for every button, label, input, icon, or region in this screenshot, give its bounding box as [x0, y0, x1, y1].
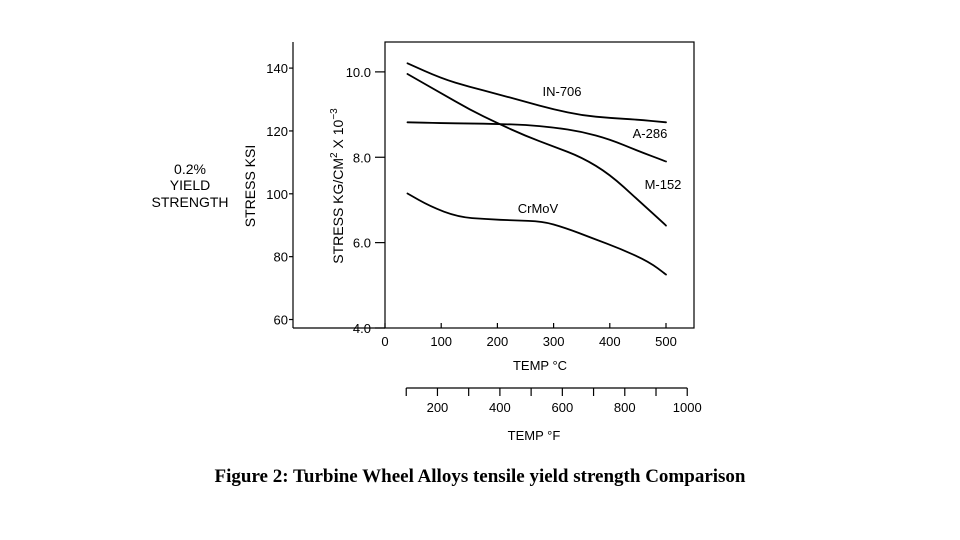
x-fahrenheit-tick-label: 600 — [551, 400, 573, 415]
x-celsius-tick-label: 500 — [655, 334, 677, 349]
x-axis-fahrenheit-label: TEMP °F — [508, 428, 561, 443]
x-fahrenheit-tick-label: 200 — [427, 400, 449, 415]
y-axis-kg-label: STRESS KG/CM2 X 10−3 — [329, 108, 346, 264]
plot-area-frame — [384, 41, 695, 329]
x-celsius-tick-label: 400 — [599, 334, 621, 349]
series-label-in-706: IN-706 — [542, 84, 581, 99]
y-ksi-tick-label: 140 — [266, 61, 288, 76]
y-axis-ksi-label: STRESS KSI — [242, 145, 258, 227]
side-note-line-2: YIELD — [170, 177, 210, 193]
series-label-a-286: A-286 — [633, 126, 668, 141]
series-label-crmov: CrMoV — [518, 201, 559, 216]
y-kg-tick-label: 6.0 — [353, 236, 371, 251]
x-axis-celsius-label: TEMP °C — [513, 358, 567, 373]
y-axis-kg: 4.0 6.0 8.0 10.0 — [346, 65, 385, 336]
y-kg-tick-label: 4.0 — [353, 321, 371, 336]
figure-caption: Figure 2: Turbine Wheel Alloys tensile y… — [214, 466, 746, 487]
y-kg-tick-label: 8.0 — [353, 150, 371, 165]
x-celsius-tick-label: 200 — [487, 334, 509, 349]
side-note-line-3: STRENGTH — [152, 194, 229, 210]
y-ksi-tick-label: 120 — [266, 124, 288, 139]
x-axis-celsius: 0 100 200 300 400 500 — [381, 323, 677, 349]
series-line-in-706 — [406, 62, 667, 124]
series-layer: IN-706 A-286 M-152 CrMoV — [406, 62, 682, 276]
y-ksi-tick-label: 80 — [274, 250, 288, 265]
y-kg-tick-label: 10.0 — [346, 65, 371, 80]
series-line-crmov — [406, 192, 667, 276]
y-ksi-tick-label: 60 — [274, 313, 288, 328]
series-line-a-286 — [406, 121, 667, 163]
x-celsius-tick-label: 0 — [381, 334, 388, 349]
series-label-m-152: M-152 — [645, 177, 682, 192]
x-fahrenheit-tick-label: 1000 — [673, 400, 702, 415]
x-celsius-tick-label: 100 — [430, 334, 452, 349]
x-fahrenheit-tick-label: 400 — [489, 400, 511, 415]
y-ksi-tick-label: 100 — [266, 187, 288, 202]
x-celsius-tick-label: 300 — [543, 334, 565, 349]
series-line-m-152 — [406, 73, 667, 227]
left-annotation: 0.2% YIELD STRENGTH — [152, 161, 229, 210]
y-axis-ksi: 60 80 100 120 140 — [266, 42, 385, 329]
side-note-line-1: 0.2% — [174, 161, 206, 177]
x-axis-fahrenheit: 200 400 600 800 1000 — [405, 387, 702, 415]
x-fahrenheit-tick-label: 800 — [614, 400, 636, 415]
